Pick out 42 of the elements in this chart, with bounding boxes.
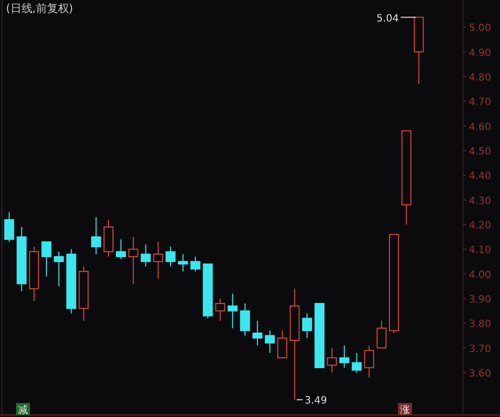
button: 减 <box>16 403 30 416</box>
candlestick <box>302 312 312 339</box>
candlestick <box>264 330 275 354</box>
candlestick <box>252 320 262 346</box>
y-tick-label: 4.20 <box>468 220 492 232</box>
y-tick-label: 4.80 <box>468 72 492 84</box>
y-tick-label: 4.10 <box>468 245 492 256</box>
y-tick-label: 4.90 <box>468 48 492 59</box>
y-tick-label: 3.60 <box>468 368 492 380</box>
candlestick <box>29 246 39 302</box>
y-tick-label: 4.70 <box>468 97 492 108</box>
annotation: 3.49 <box>296 396 327 407</box>
candlestick <box>66 248 76 314</box>
y-tick-label: 3.70 <box>468 344 492 355</box>
candlestick <box>104 219 114 258</box>
candlestick <box>153 241 164 280</box>
candlestick <box>140 244 151 267</box>
candlestick <box>228 293 238 329</box>
annotation: 5.04 <box>376 13 416 24</box>
candlestick <box>364 344 374 378</box>
button: 涨 <box>398 403 412 416</box>
y-tick-label: 3.90 <box>468 294 492 306</box>
candlestick <box>128 236 138 284</box>
y-tick-label: 4.60 <box>468 122 492 133</box>
annotation: 5.04 <box>376 13 399 24</box>
annotation: 3.49 <box>304 396 327 407</box>
candlestick <box>326 347 337 374</box>
chart-title: (日线,前复权) <box>6 2 74 15</box>
candlestick <box>91 216 102 255</box>
candlestick <box>339 344 350 368</box>
y-tick-label: 4.30 <box>468 196 492 207</box>
candlestick <box>78 266 89 322</box>
candlestick <box>215 298 226 322</box>
y-tick-label: 4.50 <box>468 146 492 158</box>
candlestick <box>240 302 250 336</box>
y-tick-label: 4.00 <box>468 270 492 281</box>
candlestick <box>178 254 188 272</box>
candlestick <box>54 251 64 287</box>
candlestick <box>166 246 176 267</box>
y-tick-label: 3.80 <box>468 319 492 330</box>
y-tick-label: 5.00 <box>468 23 492 34</box>
y-tick-label: 4.40 <box>468 171 492 182</box>
